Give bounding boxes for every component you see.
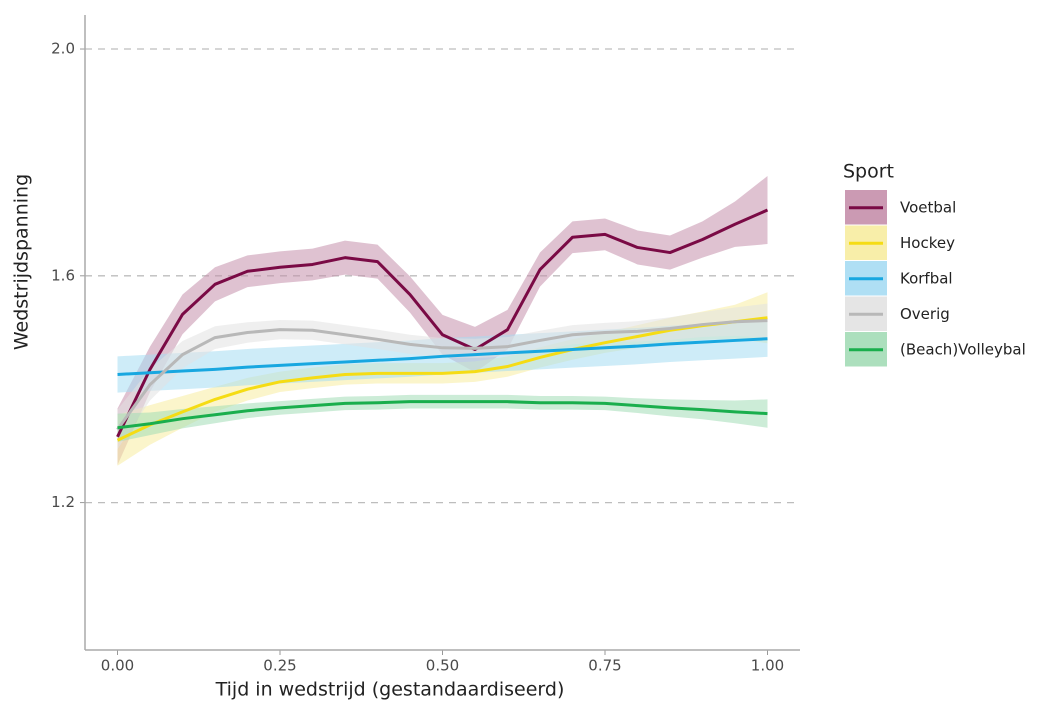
- y-tick-label: 1.2: [51, 493, 75, 511]
- x-axis-label: Tijd in wedstrijd (gestandaardiseerd): [215, 679, 565, 701]
- confidence-band: [117, 176, 768, 466]
- x-tick-label: 0.75: [588, 657, 621, 675]
- legend-label: Overig: [900, 305, 950, 323]
- y-axis-label: Wedstrijdspanning: [11, 174, 33, 350]
- legend-title: Sport: [843, 161, 894, 183]
- y-tick-label: 2.0: [51, 40, 75, 58]
- legend-label: Voetbal: [900, 198, 956, 216]
- confidence-band: [117, 303, 768, 450]
- x-tick-label: 0.25: [263, 657, 296, 675]
- x-tick-label: 1.00: [751, 657, 784, 675]
- series-line: [116, 316, 768, 442]
- series-line: [116, 319, 768, 431]
- series-line: [116, 208, 769, 438]
- series-line: [117, 337, 768, 376]
- legend-label: Korfbal: [900, 269, 953, 287]
- legend-label: (Beach)Volleybal: [900, 340, 1026, 358]
- y-tick-label: 1.6: [51, 266, 75, 284]
- series-line: [117, 400, 768, 430]
- x-tick-label: 0.00: [101, 657, 134, 675]
- legend-label: Hockey: [900, 234, 955, 252]
- x-tick-label: 0.50: [426, 657, 459, 675]
